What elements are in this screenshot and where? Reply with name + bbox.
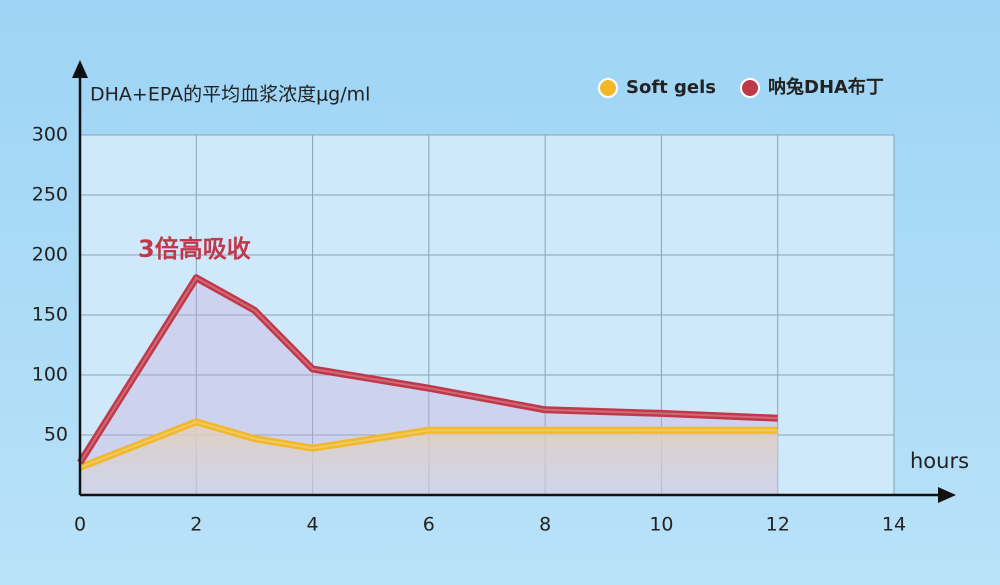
y-tick-label: 50 [44,424,68,446]
lines [77,274,778,471]
legend-label: 呐兔DHA布丁 [768,76,884,98]
x-tick-label: 6 [423,514,435,536]
annotation: 3倍高吸收 [138,235,251,263]
x-tick-label: 14 [882,514,906,536]
y-tick-label: 200 [32,244,68,266]
series-line [78,418,778,471]
y-tick-label: 250 [32,184,68,206]
y-arrow [72,60,88,78]
y-tick-label: 300 [32,124,68,146]
x-tick-label: 10 [649,514,673,536]
x-tick-label: 8 [539,514,551,536]
x-tick-label: 12 [766,514,790,536]
x-axis-label: hours [910,449,969,473]
y-axis-label: DHA+EPA的平均血浆浓度μg/ml [90,84,370,106]
legend: Soft gels 呐兔DHA布丁 [598,76,884,98]
series-line [77,274,778,465]
series-line-highlight [79,276,778,464]
series-line-highlight [79,420,778,469]
y-tick-label: 100 [32,364,68,386]
x-tick-label: 2 [190,514,202,536]
legend-marker [740,78,760,98]
legend-marker [598,78,618,98]
x-tick-label: 4 [307,514,319,536]
x-tick-label: 0 [74,514,86,536]
x-arrow [938,487,956,503]
y-tick-label: 150 [32,304,68,326]
legend-label: Soft gels [626,77,716,98]
